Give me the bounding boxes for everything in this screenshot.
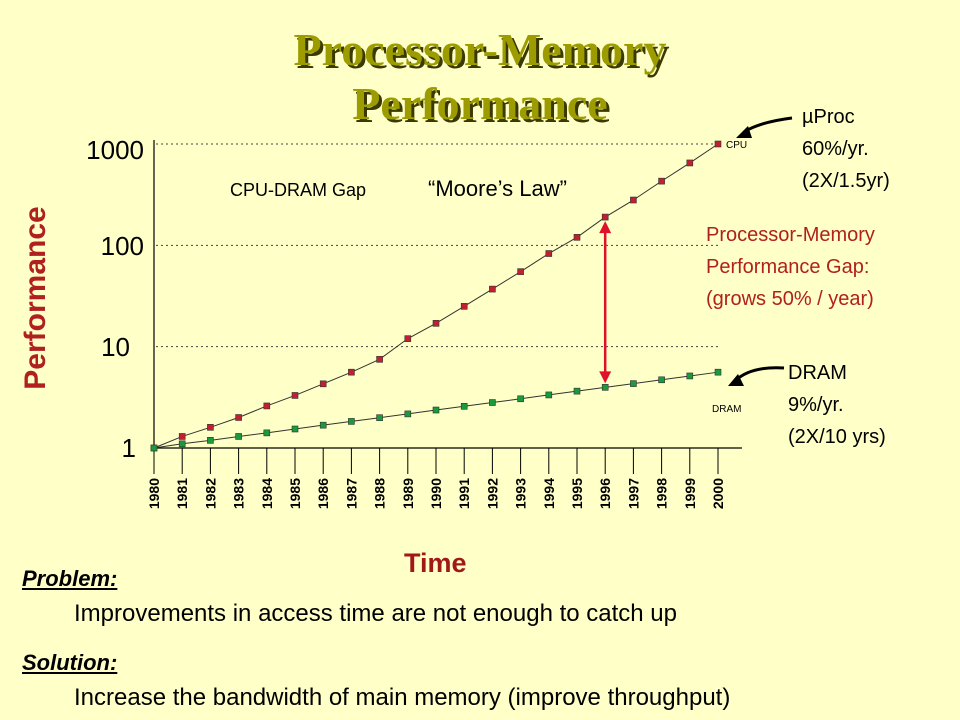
x-tick-label-2000: 2000 [710, 478, 726, 509]
point-dram-1983 [235, 433, 242, 440]
x-tick-label-1989: 1989 [400, 478, 416, 509]
x-tick-label-1984: 1984 [259, 478, 275, 509]
point-cpu-1985 [291, 392, 299, 399]
point-cpu-1990 [432, 320, 440, 327]
y-tick-100: 100 [100, 231, 144, 261]
point-cpu-2000 [714, 140, 722, 148]
x-tick-label-1997: 1997 [625, 478, 641, 509]
point-cpu-1982 [207, 424, 214, 431]
gap-text-line2: Performance Gap: [706, 256, 870, 278]
point-cpu-1998 [658, 177, 665, 185]
gap-text-line3: (grows 50% / year) [706, 288, 874, 310]
x-tick-label-1985: 1985 [287, 478, 303, 509]
point-dram-1991 [460, 402, 468, 410]
point-dram-1993 [517, 395, 524, 403]
point-dram-1982 [207, 437, 214, 444]
dram-rate-line1: DRAM [788, 362, 847, 384]
x-tick-label-1980: 1980 [146, 478, 162, 509]
solution-heading: Solution: [22, 650, 118, 675]
cpu-dram-gap-label: CPU-DRAM Gap [230, 180, 367, 200]
point-dram-1994 [545, 391, 553, 399]
x-tick-label-1983: 1983 [231, 478, 247, 509]
dram-callout-arrow [735, 366, 785, 382]
uproc-callout-arrowhead [736, 126, 752, 138]
dram-callout-arrowhead [728, 374, 744, 386]
point-cpu-1992 [489, 285, 496, 293]
point-dram-2000 [714, 368, 722, 376]
uproc-rate-line2: 60%/yr. [802, 138, 869, 160]
y-tick-1: 1 [121, 433, 136, 463]
slide-title-line1: Processor-Memory [293, 24, 667, 75]
gap-text-line1: Processor-Memory [706, 224, 875, 246]
point-cpu-1988 [376, 356, 383, 363]
point-cpu-1989 [404, 335, 412, 342]
point-dram-1999 [686, 372, 694, 380]
point-dram-1997 [630, 380, 637, 387]
x-tick-label-1988: 1988 [372, 478, 388, 509]
problem-heading: Problem: [22, 566, 118, 591]
x-tick-label-1996: 1996 [597, 478, 613, 509]
point-cpu-1995 [573, 234, 581, 241]
cpu-series-tag: CPU [726, 140, 748, 151]
point-dram-1990 [432, 406, 440, 414]
point-cpu-1994 [545, 250, 553, 257]
x-tick-label-1986: 1986 [315, 478, 331, 509]
x-tick-label-1998: 1998 [654, 478, 670, 509]
point-cpu-1991 [460, 303, 468, 310]
point-dram-1987 [348, 418, 355, 425]
point-cpu-1996 [601, 213, 609, 221]
x-tick-label-1993: 1993 [513, 478, 529, 509]
dram-rate-line3: (2X/10 yrs) [788, 426, 886, 448]
point-cpu-1984 [263, 402, 271, 410]
point-cpu-1993 [517, 268, 524, 275]
point-cpu-1987 [348, 368, 355, 376]
point-dram-1992 [489, 399, 496, 406]
y-tick-10: 10 [101, 332, 130, 362]
problem-text: Improvements in access time are not enou… [74, 600, 677, 627]
dram-rate-line2: 9%/yr. [788, 394, 844, 416]
point-cpu-1999 [686, 159, 694, 167]
slide-title-line2: Performance [352, 78, 608, 129]
x-tick-label-1999: 1999 [682, 478, 698, 509]
point-cpu-1981 [178, 433, 186, 440]
point-dram-1996 [601, 384, 609, 391]
point-dram-1989 [404, 410, 412, 418]
point-dram-1998 [658, 376, 665, 384]
point-dram-1981 [178, 440, 186, 448]
gap-arrow-head-top [599, 221, 612, 234]
point-dram-1985 [291, 425, 299, 433]
x-tick-label-1987: 1987 [343, 478, 359, 509]
x-tick-label-1982: 1982 [202, 478, 218, 509]
point-dram-1995 [573, 387, 581, 395]
point-dram-1984 [263, 429, 271, 437]
x-tick-label-1994: 1994 [541, 478, 557, 509]
x-axis-label: Time [404, 548, 467, 578]
solution-text: Increase the bandwidth of main memory (i… [74, 684, 731, 711]
point-cpu-1997 [630, 196, 637, 204]
uproc-rate-line3: (2X/1.5yr) [802, 170, 890, 192]
point-dram-1986 [319, 421, 327, 429]
x-tick-label-1981: 1981 [174, 478, 190, 509]
y-tick-1000: 1000 [86, 135, 144, 165]
uproc-rate-line1: µProc [802, 106, 855, 128]
dram-series-tag: DRAM [712, 404, 742, 415]
x-tick-label-1995: 1995 [569, 478, 585, 509]
point-dram-1980 [150, 444, 158, 452]
gap-arrow-head-bottom [599, 371, 612, 384]
point-cpu-1983 [235, 414, 242, 421]
uproc-callout-arrow [743, 116, 793, 134]
x-tick-label-1992: 1992 [484, 478, 500, 509]
point-dram-1988 [376, 414, 383, 422]
point-cpu-1986 [319, 380, 327, 388]
x-tick-label-1991: 1991 [456, 478, 472, 509]
moores-law-label: “Moore’s Law” [428, 176, 567, 201]
x-tick-label-1990: 1990 [428, 478, 444, 509]
